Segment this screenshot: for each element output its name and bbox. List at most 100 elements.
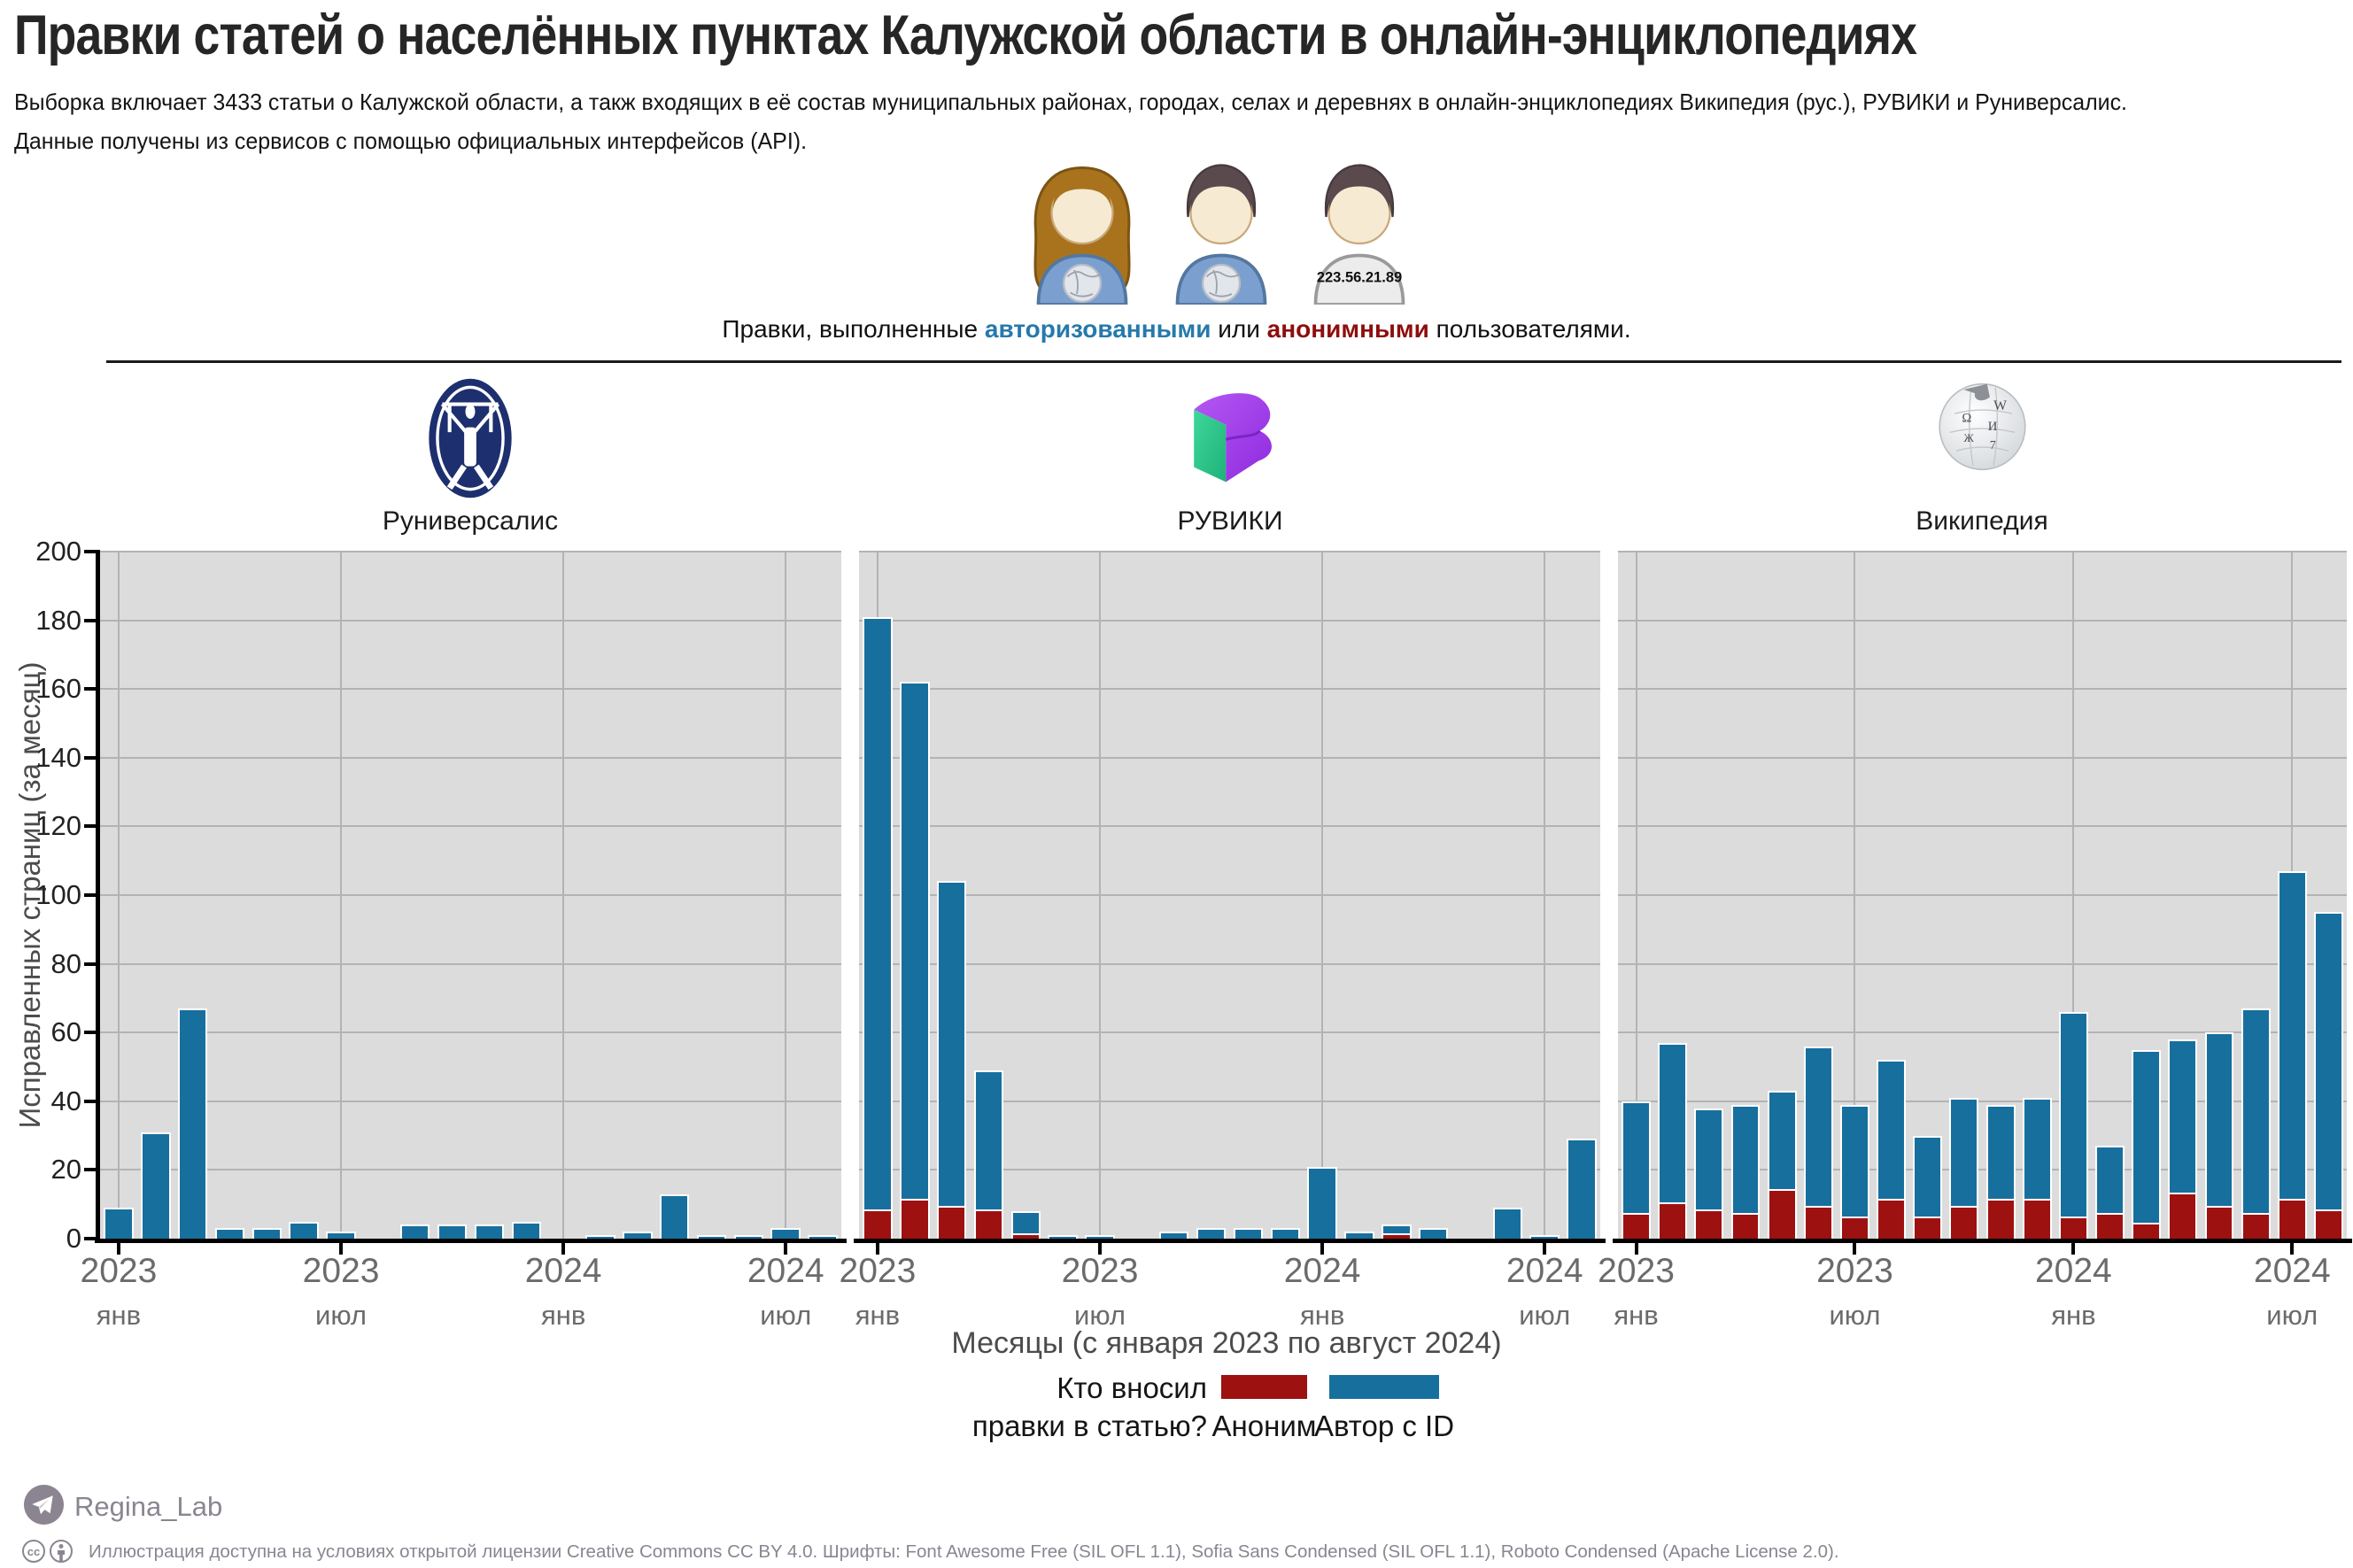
svg-text:И: И	[1988, 420, 1998, 434]
wikipedia-logo-icon: W Ω И Ж 7	[1936, 379, 2029, 479]
caption-authorized: авторизованными	[984, 315, 1211, 343]
x-axis-line	[1613, 1239, 2352, 1243]
bar-registered	[1492, 1208, 1523, 1239]
bar-registered	[808, 1235, 838, 1239]
x-tick-month: янв	[1614, 1300, 1659, 1331]
gridline-v	[1321, 552, 1324, 1239]
x-tick-mark	[1098, 1243, 1103, 1255]
svg-text:Ω: Ω	[1962, 412, 1971, 426]
y-tick-mark	[84, 1099, 96, 1103]
caption-suffix: пользователями.	[1428, 315, 1631, 343]
bar-registered	[2095, 1146, 2125, 1215]
svg-text:W: W	[1993, 398, 2007, 413]
bar-registered	[437, 1224, 468, 1239]
gridline-h	[859, 756, 1600, 759]
bar-anonymous	[2022, 1201, 2052, 1239]
bar-registered	[1913, 1135, 1943, 1218]
y-tick-label: 0	[66, 1223, 81, 1254]
ruwiki-label: РУВИКИ	[1177, 506, 1283, 536]
bar-registered	[1382, 1224, 1412, 1236]
bar-registered	[1803, 1046, 1833, 1209]
bar-anonymous	[1949, 1208, 1979, 1239]
x-tick-year: 2023	[302, 1252, 380, 1290]
x-tick-month: янв	[1299, 1300, 1345, 1331]
telegram-icon[interactable]	[23, 1484, 65, 1530]
bar-registered	[770, 1228, 801, 1239]
gridline-h	[100, 1169, 841, 1171]
channel-handle[interactable]: Regina_Lab	[74, 1491, 223, 1522]
bar-anonymous	[900, 1201, 930, 1239]
chart-panel-1	[100, 551, 841, 1239]
x-tick-mark	[1320, 1243, 1325, 1255]
caption-prefix: Правки, выполненные	[722, 315, 985, 343]
bar-anonymous	[2132, 1224, 2162, 1239]
bar-registered	[474, 1224, 505, 1239]
y-tick-label: 160	[35, 673, 81, 705]
x-tick-mark	[561, 1243, 566, 1255]
bar-registered	[1567, 1139, 1597, 1239]
x-tick-year: 2024	[2253, 1252, 2331, 1290]
y-tick-label: 180	[35, 604, 81, 636]
bar-registered	[177, 1008, 208, 1239]
runiversalis-logo-icon	[426, 376, 515, 505]
x-tick-year: 2023	[80, 1252, 158, 1290]
bar-registered	[2313, 912, 2343, 1211]
gridline-v	[340, 552, 343, 1239]
bar-registered	[1622, 1101, 1652, 1215]
x-tick-mark	[1543, 1243, 1547, 1255]
gridline-h	[1618, 1169, 2347, 1171]
y-tick-label: 20	[50, 1154, 81, 1186]
chart-panel-3	[1618, 551, 2347, 1239]
gridline-v	[562, 552, 565, 1239]
legend-question-line-2: правки в статью?	[971, 1410, 1207, 1442]
bar-anonymous	[1010, 1235, 1041, 1239]
bar-anonymous	[2241, 1214, 2271, 1239]
bar-registered	[1085, 1235, 1115, 1239]
bar-registered	[1730, 1104, 1761, 1215]
bar-registered	[1158, 1232, 1189, 1239]
bar-anonymous	[2313, 1210, 2343, 1239]
wikipedia-label: Википедия	[1916, 506, 2048, 536]
gridline-h	[1618, 551, 2347, 552]
bar-anonymous	[1985, 1201, 2016, 1239]
cc-by-icon: cc	[21, 1538, 76, 1568]
bar-registered	[2277, 870, 2307, 1201]
gridline-v	[1099, 552, 1102, 1239]
gridline-h	[859, 551, 1600, 552]
x-tick-year: 2024	[747, 1252, 824, 1290]
bar-registered	[696, 1235, 727, 1239]
gridline-v	[1854, 552, 1856, 1239]
gridline-h	[859, 1031, 1600, 1034]
gridline-h	[859, 825, 1600, 828]
ruwiki-logo-icon	[1177, 388, 1283, 491]
gridline-h	[1618, 688, 2347, 691]
y-tick-mark	[84, 962, 96, 966]
bar-registered	[214, 1228, 245, 1239]
bar-registered	[1270, 1228, 1300, 1239]
x-tick-mark	[116, 1243, 120, 1255]
bar-registered	[1196, 1228, 1227, 1239]
gridline-h	[1618, 962, 2347, 965]
runiversalis-label: Руниверсалис	[382, 506, 559, 536]
edits-caption: Правки, выполненные авторизованными или …	[0, 315, 2353, 344]
svg-text:7: 7	[1990, 438, 1996, 452]
gridline-h	[1618, 1031, 2347, 1034]
y-tick-label: 120	[35, 810, 81, 842]
bar-anonymous	[1694, 1210, 1724, 1239]
bar-registered	[326, 1232, 356, 1239]
gridline-h	[100, 619, 841, 622]
x-tick-month: янв	[540, 1300, 586, 1331]
x-tick-year: 2023	[1598, 1252, 1675, 1290]
bar-anonymous	[2168, 1193, 2198, 1239]
gridline-v	[785, 552, 787, 1239]
gridline-h	[1618, 825, 2347, 828]
x-tick-year: 2024	[1505, 1252, 1583, 1290]
caption-anonymous: анонимными	[1266, 315, 1429, 343]
x-tick-mark	[1853, 1243, 1857, 1255]
gridline-h	[1618, 1100, 2347, 1102]
bar-registered	[2022, 1097, 2052, 1201]
x-tick-year: 2024	[2034, 1252, 2112, 1290]
x-tick-month: июл	[1829, 1300, 1881, 1331]
bar-registered	[973, 1070, 1004, 1211]
gridline-h	[1618, 619, 2347, 622]
